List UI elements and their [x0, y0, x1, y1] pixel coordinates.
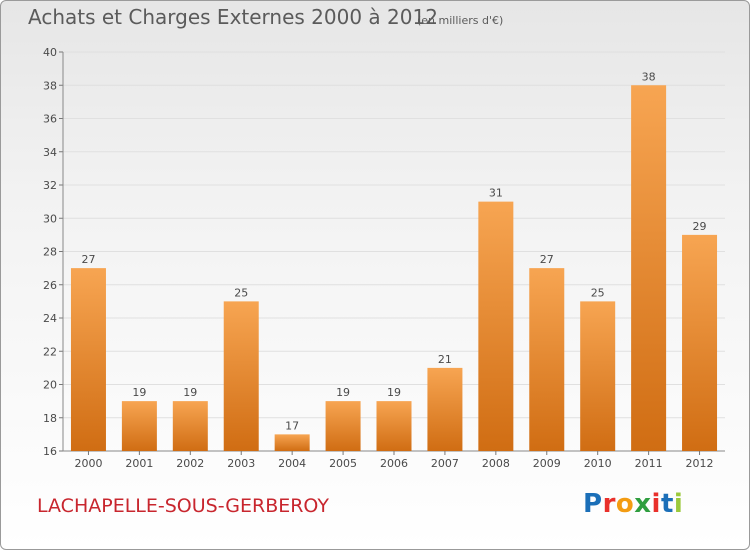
x-tick-label: 2007	[431, 457, 459, 470]
data-label: 38	[642, 70, 656, 83]
data-label: 25	[591, 286, 605, 299]
y-tick-label: 30	[43, 212, 57, 225]
data-label: 19	[336, 386, 350, 399]
x-tick-label: 2005	[329, 457, 357, 470]
y-tick-label: 38	[43, 79, 57, 92]
logo-letter: P	[583, 489, 603, 519]
data-label: 19	[387, 386, 401, 399]
logo-letter: x	[634, 489, 652, 519]
logo-letter: i	[673, 489, 684, 519]
data-label: 21	[438, 353, 452, 366]
data-label: 31	[489, 187, 503, 200]
logo-letter: t	[660, 489, 674, 519]
x-tick-label: 2010	[584, 457, 612, 470]
data-label: 27	[81, 253, 95, 266]
data-label: 17	[285, 419, 299, 432]
data-label: 29	[693, 220, 707, 233]
bar-2006	[376, 401, 412, 451]
x-tick-label: 2003	[227, 457, 255, 470]
y-tick-label: 24	[43, 312, 57, 325]
bar-2000	[70, 268, 106, 451]
x-tick-label: 2006	[380, 457, 408, 470]
bar-2007	[427, 367, 463, 451]
y-tick-label: 16	[43, 445, 57, 458]
y-tick-label: 26	[43, 279, 57, 292]
bar-2003	[223, 301, 259, 451]
y-tick-label: 28	[43, 246, 57, 259]
bar-2012	[682, 234, 718, 451]
x-tick-label: 2004	[278, 457, 306, 470]
logo-letter: i	[651, 489, 661, 519]
data-label: 19	[132, 386, 146, 399]
proxiti-logo: Proxiti	[583, 489, 683, 519]
y-tick-label: 20	[43, 379, 57, 392]
bar-2011	[631, 85, 667, 451]
x-tick-label: 2012	[686, 457, 714, 470]
y-tick-label: 18	[43, 412, 57, 425]
logo-letter: r	[602, 489, 616, 519]
x-tick-label: 2000	[74, 457, 102, 470]
chart-title: Achats et Charges Externes 2000 à 2012	[28, 5, 438, 29]
y-tick-label: 32	[43, 179, 57, 192]
y-tick-label: 22	[43, 345, 57, 358]
bar-2009	[529, 268, 565, 451]
x-tick-label: 2001	[125, 457, 153, 470]
bar-2001	[121, 401, 157, 451]
bar-2004	[274, 434, 310, 451]
data-label: 19	[183, 386, 197, 399]
y-tick-label: 36	[43, 113, 57, 126]
chart-subtitle: (en milliers d'€)	[417, 14, 504, 27]
x-tick-label: 2009	[533, 457, 561, 470]
x-tick-label: 2008	[482, 457, 510, 470]
y-tick-label: 34	[43, 146, 57, 159]
data-label: 25	[234, 286, 248, 299]
bar-2008	[478, 201, 514, 451]
y-tick-label: 40	[43, 46, 57, 59]
bar-2010	[580, 301, 616, 451]
bar-2005	[325, 401, 361, 451]
logo-letter: o	[615, 489, 635, 519]
x-tick-label: 2011	[635, 457, 663, 470]
x-tick-label: 2002	[176, 457, 204, 470]
bar-2002	[172, 401, 208, 451]
data-label: 27	[540, 253, 554, 266]
commune-name: LACHAPELLE-SOUS-GERBEROY	[37, 495, 329, 517]
